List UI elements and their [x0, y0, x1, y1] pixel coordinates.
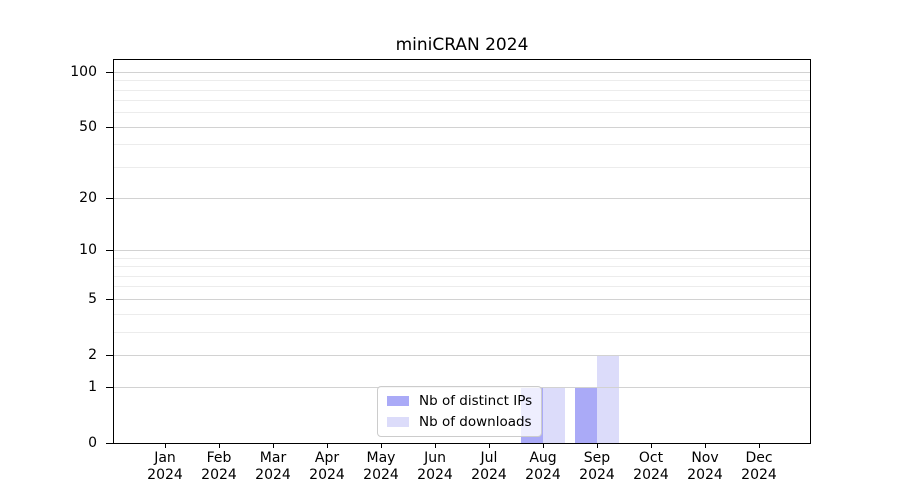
gridline-y-5	[114, 299, 810, 300]
x-tick-mar	[273, 443, 274, 448]
x-tick-nov	[705, 443, 706, 448]
gridline-y-30	[114, 167, 810, 168]
gridline-y-20	[114, 198, 810, 199]
x-tick-may	[381, 443, 382, 448]
x-tick-apr	[327, 443, 328, 448]
y-tick-100	[106, 72, 113, 73]
legend-label-downloads: Nb of downloads	[419, 414, 532, 430]
gridline-y-40	[114, 144, 810, 145]
legend-label-distinct-ips: Nb of distinct IPs	[419, 393, 533, 409]
x-tick-label-apr: Apr 2024	[309, 450, 345, 483]
x-tick-label-dec: Dec 2024	[741, 450, 777, 483]
x-tick-feb	[219, 443, 220, 448]
legend-swatch-downloads	[387, 417, 409, 427]
bar-distinct-ips-sep	[575, 387, 597, 443]
gridline-y-2	[114, 355, 810, 356]
x-tick-label-nov: Nov 2024	[687, 450, 723, 483]
y-tick-label-0: 0	[88, 435, 97, 451]
x-tick-label-sep: Sep 2024	[579, 450, 615, 483]
gridline-y-8	[114, 266, 810, 267]
x-tick-label-oct: Oct 2024	[633, 450, 669, 483]
y-tick-5	[106, 299, 113, 300]
y-tick-label-100: 100	[70, 64, 97, 80]
gridline-y-6	[114, 286, 810, 287]
x-tick-label-feb: Feb 2024	[201, 450, 237, 483]
x-tick-jan	[165, 443, 166, 448]
gridline-y-100	[114, 72, 810, 73]
x-tick-label-jan: Jan 2024	[147, 450, 183, 483]
x-tick-oct	[651, 443, 652, 448]
y-tick-20	[106, 198, 113, 199]
plot-area: Nb of distinct IPs Nb of downloads Jan 2…	[113, 59, 811, 483]
x-tick-aug	[543, 443, 544, 448]
gridline-y-50	[114, 127, 810, 128]
gridline-y-7	[114, 276, 810, 277]
x-tick-sep	[597, 443, 598, 448]
x-tick-label-may: May 2024	[363, 450, 399, 483]
gridline-y-80	[114, 90, 810, 91]
y-tick-label-1: 1	[88, 379, 97, 395]
x-tick-label-jun: Jun 2024	[417, 450, 453, 483]
legend: Nb of distinct IPs Nb of downloads	[377, 386, 543, 437]
x-tick-label-mar: Mar 2024	[255, 450, 291, 483]
bar-downloads-sep	[597, 355, 619, 443]
x-tick-label-aug: Aug 2024	[525, 450, 561, 483]
gridline-y-60	[114, 112, 810, 113]
y-tick-0	[106, 443, 113, 444]
gridline-y-70	[114, 100, 810, 101]
y-tick-10	[106, 250, 113, 251]
gridline-y-10	[114, 250, 810, 251]
bar-downloads-aug	[543, 387, 565, 443]
y-tick-50	[106, 127, 113, 128]
y-tick-label-20: 20	[79, 190, 97, 206]
x-tick-label-jul: Jul 2024	[471, 450, 507, 483]
legend-item-downloads: Nb of downloads	[387, 413, 532, 431]
x-tick-jul	[489, 443, 490, 448]
x-tick-dec	[759, 443, 760, 448]
y-tick-label-50: 50	[79, 119, 97, 135]
gridline-y-3	[114, 332, 810, 333]
y-tick-1	[106, 387, 113, 388]
y-tick-label-2: 2	[88, 347, 97, 363]
legend-item-distinct-ips: Nb of distinct IPs	[387, 392, 532, 410]
gridline-y-4	[114, 314, 810, 315]
legend-swatch-distinct-ips	[387, 396, 409, 406]
gridline-y-9	[114, 258, 810, 259]
y-tick-2	[106, 355, 113, 356]
y-tick-label-10: 10	[79, 242, 97, 258]
chart-title: miniCRAN 2024	[395, 35, 529, 55]
gridline-y-90	[114, 80, 810, 81]
x-tick-jun	[435, 443, 436, 448]
y-tick-label-5: 5	[88, 291, 97, 307]
